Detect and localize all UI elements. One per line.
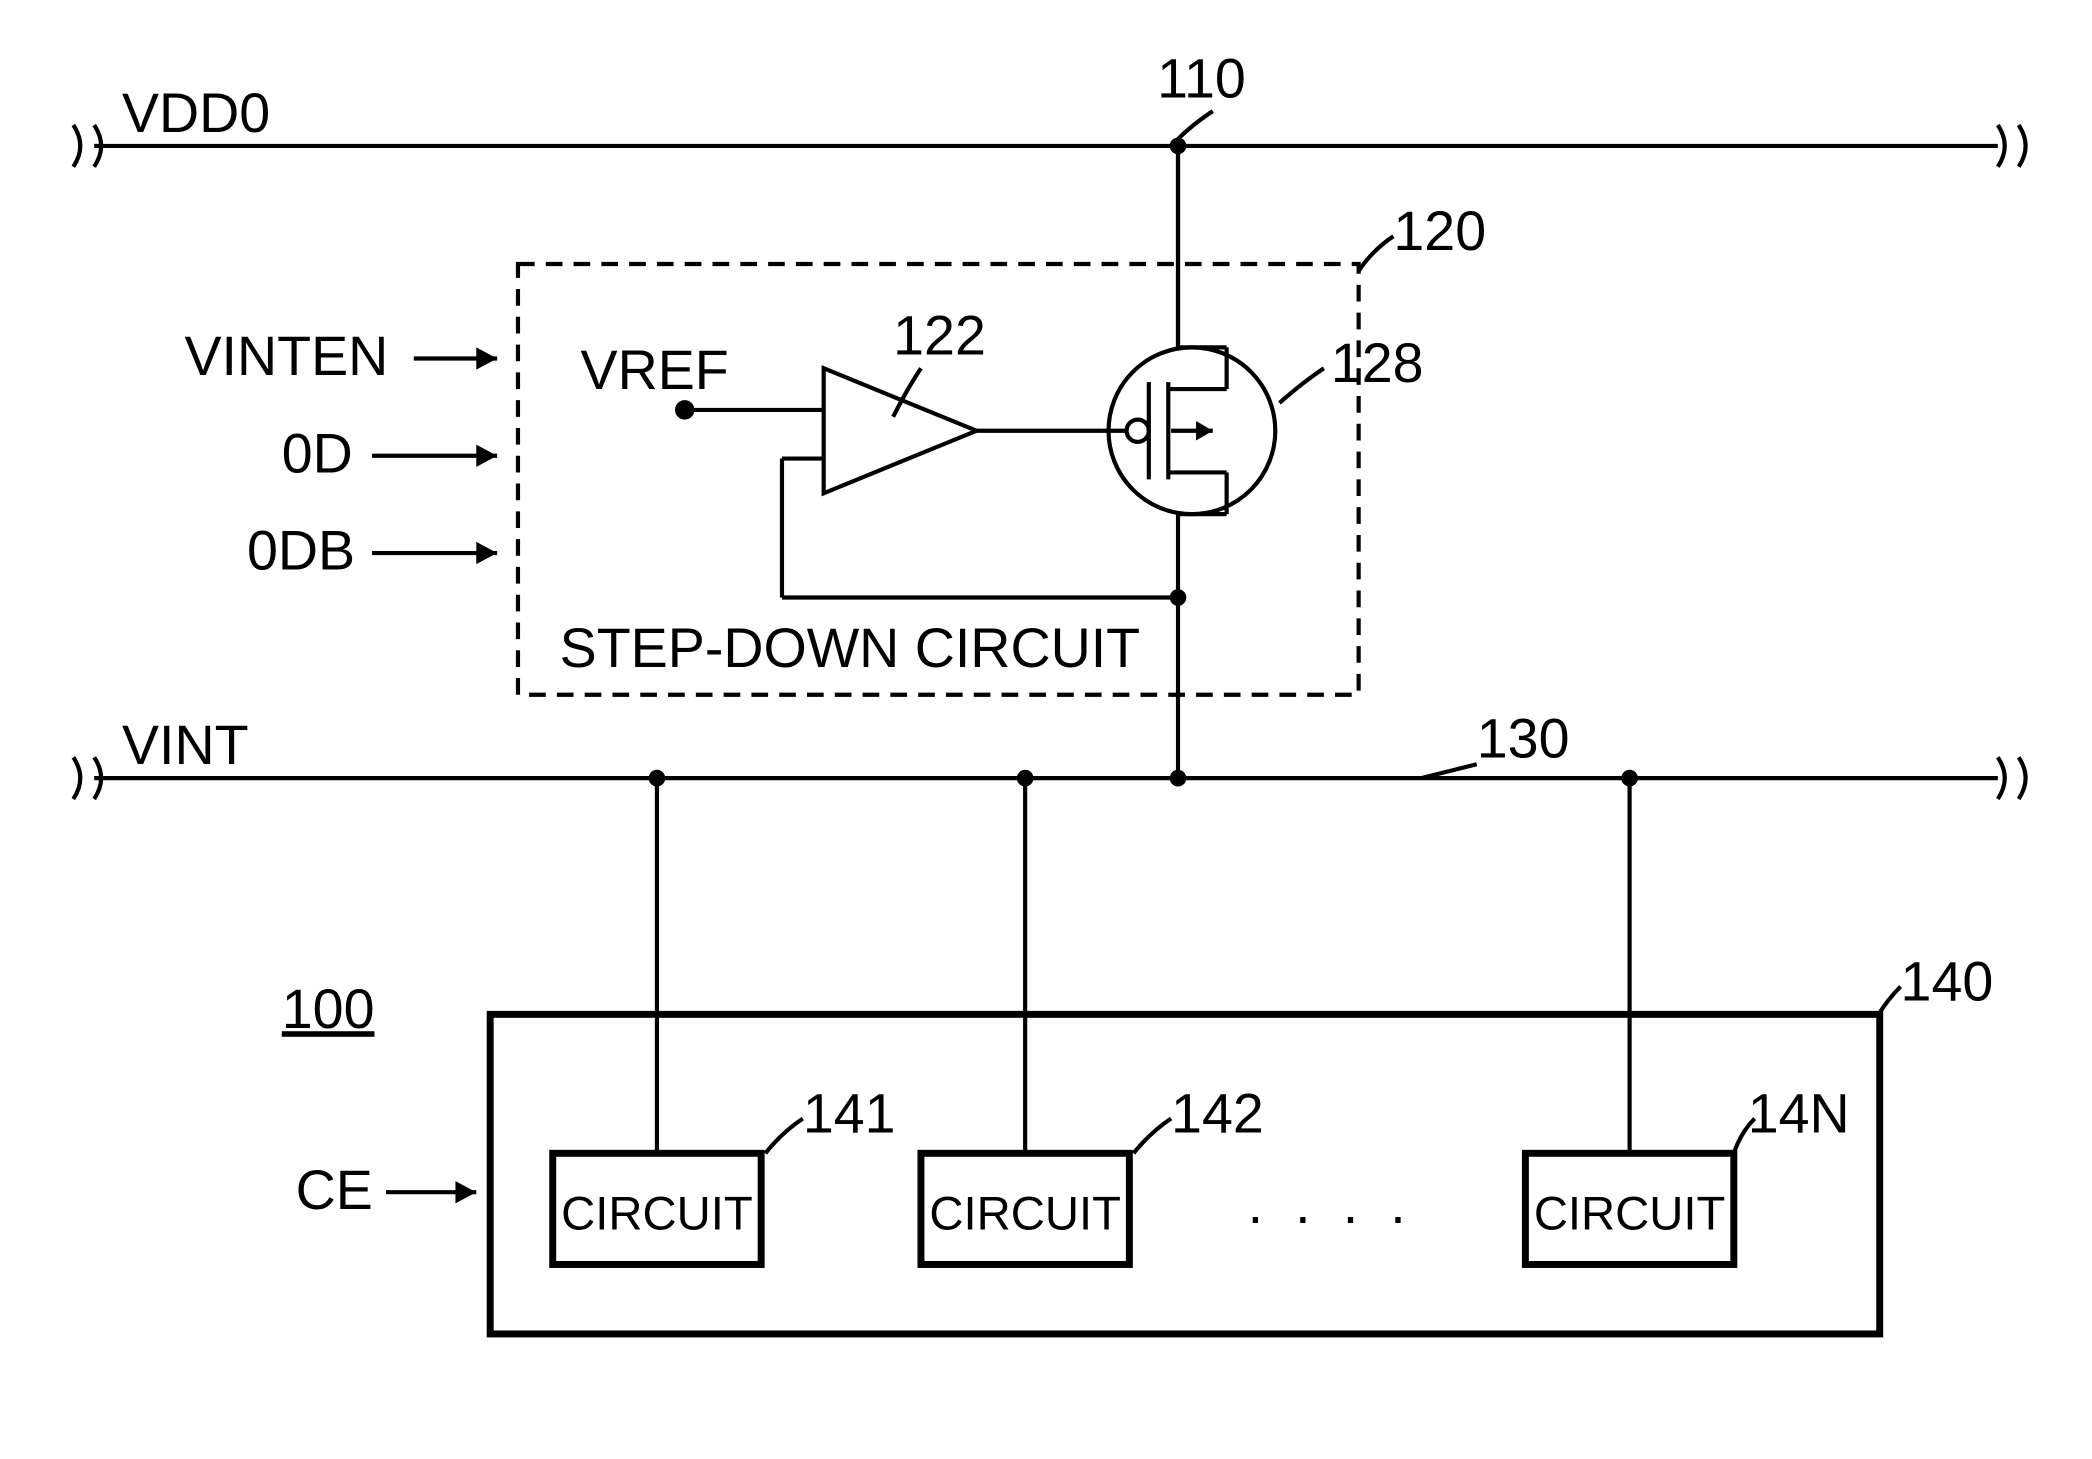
circuit-block-14n: CIRCUIT 14N: [1525, 1082, 1849, 1264]
circuit-14n-label: CIRCUIT: [1534, 1188, 1726, 1241]
circuit-141-label: CIRCUIT: [561, 1188, 753, 1241]
vdd0-ref-leader: [1178, 111, 1213, 139]
ce-input: CE: [296, 1159, 477, 1221]
core-ref: 140: [1901, 950, 1994, 1012]
od-label: 0D: [282, 422, 353, 484]
mosfet-ref: 128: [1331, 332, 1424, 394]
amplifier-icon: [782, 368, 1178, 597]
mosfet-ref-leader: [1279, 368, 1323, 403]
vdd0-rail: VDD0 110: [73, 47, 2025, 347]
ellipsis: . . . .: [1248, 1173, 1414, 1235]
odb-input: 0DB: [247, 520, 497, 582]
vint-rail: VINT 130: [73, 707, 2025, 1153]
vref-label: VREF: [581, 339, 729, 401]
circuit-block-141: CIRCUIT 141: [553, 1082, 896, 1264]
circuit-14n-ref: 14N: [1748, 1082, 1850, 1144]
vinten-label: VINTEN: [184, 325, 388, 387]
core-ref-leader: [1877, 987, 1901, 1018]
circuit-diagram: VDD0 110 STEP-DOWN CIRCUIT 120 VINTEN 0D…: [0, 0, 2092, 1459]
vint-ref: 130: [1477, 707, 1570, 769]
odb-label: 0DB: [247, 520, 355, 582]
mosfet-icon: [1102, 146, 1276, 778]
vdd0-ref: 110: [1157, 47, 1246, 109]
step-down-ref-leader: [1359, 236, 1394, 271]
od-input: 0D: [282, 422, 497, 484]
vinten-input: VINTEN: [184, 325, 497, 387]
core-id: 100: [282, 978, 375, 1040]
circuit-block-142: CIRCUIT 142: [921, 1082, 1264, 1264]
circuit-142-label: CIRCUIT: [929, 1188, 1121, 1241]
vdd0-label: VDD0: [122, 82, 270, 144]
amp-ref-leader: [893, 368, 921, 417]
step-down-ref: 120: [1393, 200, 1486, 262]
amp-ref: 122: [893, 304, 986, 366]
circuit-142-ref: 142: [1171, 1082, 1264, 1144]
circuit-141-ref: 141: [803, 1082, 896, 1144]
vint-label: VINT: [122, 714, 249, 776]
core-block: 140 100 CE CIRCUIT 141 CIRCUIT 142 . . .…: [282, 950, 1994, 1333]
step-down-circuit: STEP-DOWN CIRCUIT 120 VINTEN 0D 0DB VREF: [184, 146, 1486, 778]
step-down-title: STEP-DOWN CIRCUIT: [560, 617, 1140, 679]
ce-label: CE: [296, 1159, 373, 1221]
